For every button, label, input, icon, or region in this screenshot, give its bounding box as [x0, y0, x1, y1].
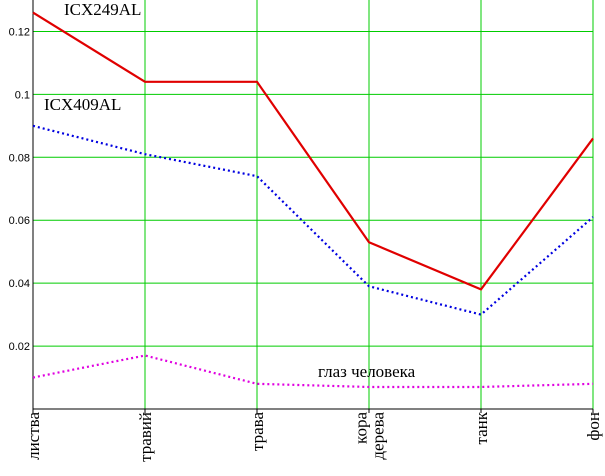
y-tick-label-0: 0.02 — [9, 341, 30, 353]
y-tick-label-3: 0.08 — [9, 152, 30, 164]
y-tick-labels: 0.02 0.04 0.06 0.08 0.1 0.12 — [9, 26, 30, 353]
grid — [32, 0, 594, 409]
x-tick-label-1: травий — [136, 412, 155, 462]
x-tick-labels: листва травий трава корадерева танк фон — [24, 411, 603, 462]
y-tick-label-4: 0.1 — [15, 89, 30, 101]
x-tick-label-2: трава — [248, 412, 267, 451]
y-tick-label-1: 0.04 — [9, 278, 30, 290]
y-tick-label-5: 0.12 — [9, 26, 30, 38]
x-tick-label-3: корадерева — [352, 412, 388, 460]
series-label-1: ICX409AL — [44, 95, 121, 114]
series-line-1 — [32, 124, 594, 316]
axes — [32, 0, 594, 413]
series-label-2: глаз человека — [318, 362, 416, 381]
series-line-2 — [32, 354, 594, 389]
x-tick-label-0: листва — [24, 412, 43, 460]
x-tick-label-4: танк — [472, 411, 491, 444]
y-tick-label-2: 0.06 — [9, 215, 30, 227]
series-label-0: ICX249AL — [64, 0, 141, 19]
series-lines — [32, 11, 594, 389]
series-annotations: ICX249AL ICX409AL глаз человека — [44, 0, 416, 381]
series-line-0 — [32, 11, 594, 291]
x-tick-label-5: фон — [584, 412, 603, 441]
